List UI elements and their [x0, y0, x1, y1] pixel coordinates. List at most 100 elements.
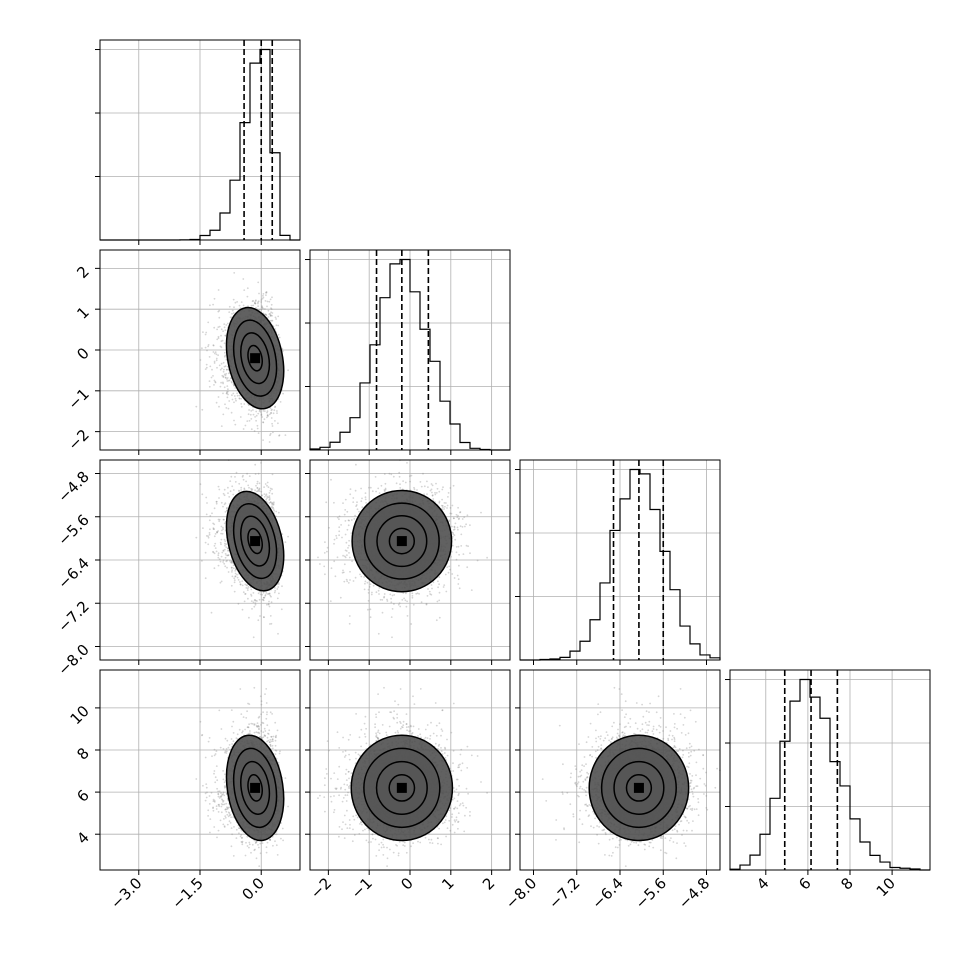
sample-point: [226, 368, 228, 371]
sample-point: [263, 496, 266, 498]
sample-point: [239, 581, 241, 583]
sample-point: [204, 333, 207, 336]
sample-point: [232, 489, 235, 491]
sample-point: [220, 346, 223, 349]
sample-point: [241, 580, 244, 582]
sample-point: [254, 473, 257, 475]
sample-point: [201, 347, 203, 350]
sample-point: [261, 297, 264, 300]
sample-point: [223, 373, 226, 376]
sample-point: [264, 595, 267, 597]
sample-point: [218, 558, 221, 560]
sample-point: [212, 551, 215, 554]
sample-point: [241, 584, 244, 587]
sample-point: [257, 592, 260, 595]
sample-point: [263, 410, 266, 412]
sample-point: [255, 414, 258, 417]
sample-point: [256, 487, 259, 489]
sample-point: [212, 522, 215, 525]
sample-point: [231, 394, 233, 397]
sample-point: [230, 566, 233, 569]
sample-point: [254, 463, 257, 466]
sample-point: [224, 553, 227, 555]
sample-point: [234, 301, 237, 304]
sample-point: [218, 518, 221, 521]
sample-point: [252, 636, 255, 639]
sample-point: [262, 596, 265, 599]
sample-point: [220, 555, 223, 558]
sample-point: [287, 369, 289, 372]
sample-point: [263, 418, 266, 421]
sample-point: [256, 427, 259, 430]
sample-point: [265, 291, 267, 294]
sample-point: [222, 376, 225, 379]
sample-point: [270, 409, 273, 412]
sample-point: [270, 303, 273, 306]
sample-point: [237, 602, 240, 605]
sample-point: [281, 347, 284, 350]
sample-point: [234, 423, 237, 426]
sample-point: [234, 570, 237, 572]
sample-point: [243, 488, 246, 491]
sample-point: [266, 481, 269, 484]
sample-point: [215, 500, 218, 503]
sample-point: [223, 538, 226, 541]
sample-point: [268, 605, 271, 608]
sample-point: [246, 295, 249, 298]
sample-point: [270, 308, 273, 310]
sample-point: [238, 394, 241, 397]
sample-point: [229, 480, 232, 482]
sample-point: [267, 309, 270, 312]
sample-point: [269, 615, 272, 617]
sample-point: [216, 366, 218, 369]
sample-point: [204, 577, 207, 580]
sample-point: [218, 316, 221, 319]
sample-point: [276, 597, 279, 600]
sample-point: [216, 338, 219, 341]
sample-point: [254, 603, 257, 606]
sample-point: [224, 544, 226, 547]
sample-point: [227, 393, 229, 396]
sample-point: [278, 592, 280, 595]
sample-point: [250, 600, 253, 602]
sample-point: [220, 538, 223, 541]
sample-point: [268, 495, 271, 497]
sample-point: [269, 407, 272, 410]
sample-point: [269, 487, 272, 490]
sample-point: [266, 410, 269, 413]
sample-point: [222, 370, 225, 373]
sample-point: [218, 497, 220, 499]
sample-point: [222, 382, 225, 385]
sample-point: [279, 401, 282, 403]
sample-point: [271, 408, 273, 411]
sample-point: [213, 352, 216, 355]
sample-point: [254, 302, 256, 305]
sample-point: [235, 471, 238, 474]
sample-point: [248, 409, 251, 411]
sample-point: [234, 476, 236, 478]
y-tick-label: −2: [64, 426, 92, 454]
sample-point: [252, 592, 255, 594]
sample-point: [269, 298, 272, 301]
sample-point: [262, 307, 264, 310]
sample-point: [223, 518, 225, 521]
sample-point: [206, 349, 208, 352]
sample-point: [226, 396, 229, 399]
sample-point: [202, 527, 204, 529]
sample-point: [266, 414, 269, 417]
sample-point: [242, 474, 244, 477]
sample-point: [224, 565, 227, 568]
sample-point: [257, 432, 260, 434]
sample-point: [213, 326, 216, 329]
sample-point: [233, 384, 235, 387]
y-tick-label: 1: [73, 303, 92, 322]
sample-point: [274, 589, 277, 592]
sample-point: [260, 414, 263, 417]
sample-point: [205, 513, 208, 516]
sample-point: [278, 336, 281, 339]
sample-point: [226, 377, 229, 379]
sample-point: [270, 417, 273, 419]
sample-point: [269, 489, 272, 492]
sample-point: [248, 404, 250, 407]
